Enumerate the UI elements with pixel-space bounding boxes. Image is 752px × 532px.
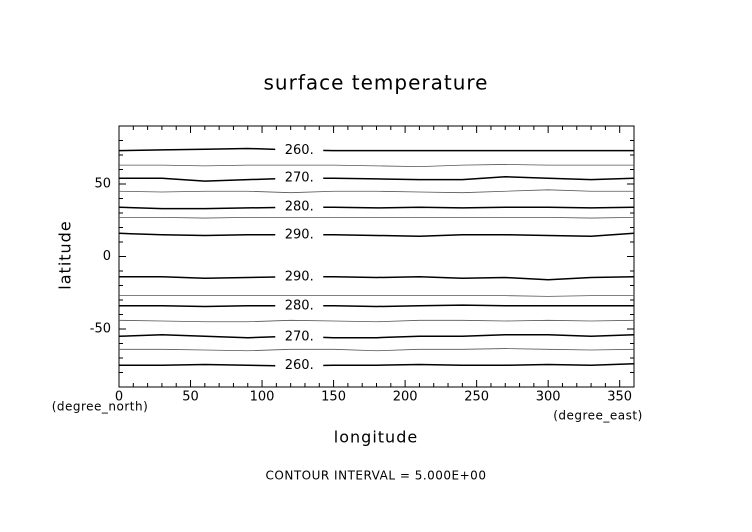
contour-label: 260. — [285, 143, 314, 158]
contour-line — [118, 319, 635, 323]
x-tick-label: 300 — [536, 390, 561, 405]
contour-line — [119, 276, 635, 281]
contour-line — [119, 348, 635, 352]
footer: CONTOUR INTERVAL = 5.000E+00 — [266, 469, 487, 483]
contour-label: 280. — [285, 298, 314, 313]
contour-line — [119, 363, 635, 367]
contour-label: 290. — [285, 269, 314, 284]
contour-line — [118, 232, 635, 237]
x-unit: (degree_east) — [553, 409, 643, 423]
contour-label-bg — [275, 227, 324, 242]
contour-line — [119, 295, 634, 297]
contour-label: 270. — [285, 329, 314, 344]
contour-line — [119, 164, 634, 168]
x-tick-label: 0 — [115, 390, 123, 405]
y-axis-label: latitude — [56, 220, 75, 289]
contour-label-bg — [275, 171, 324, 186]
contour-label-bg — [275, 200, 324, 215]
y-tick-label: -50 — [90, 322, 111, 337]
x-tick-label: 100 — [250, 390, 275, 405]
x-tick-label: 50 — [182, 390, 199, 405]
x-tick-label: 350 — [607, 390, 632, 405]
contour-label: 290. — [285, 227, 314, 242]
contour-label-bg — [275, 298, 324, 313]
x-tick-label: 250 — [464, 390, 489, 405]
x-axis-label: longitude — [334, 428, 418, 447]
contour-label-bg — [275, 329, 324, 344]
y-tick-label: 0 — [103, 249, 111, 264]
contour-line — [118, 334, 635, 339]
x-tick-label: 200 — [393, 390, 418, 405]
contour-label-bg — [275, 358, 324, 373]
contour-line — [118, 147, 634, 152]
chart-title: surface temperature — [264, 71, 489, 95]
contour-label: 270. — [285, 171, 314, 186]
contour-line — [119, 304, 634, 308]
contour-label-bg — [275, 269, 324, 284]
contour-line — [119, 216, 635, 219]
y-tick-label: 50 — [94, 177, 111, 192]
x-tick-label: 150 — [321, 390, 346, 405]
contour-label: 260. — [285, 358, 314, 373]
contour-line — [119, 175, 635, 182]
y-unit: (degree_north) — [52, 400, 149, 414]
contour-label: 280. — [285, 200, 314, 215]
contour-label-bg — [275, 143, 324, 158]
contour-line — [118, 189, 634, 194]
contour-line — [118, 206, 635, 210]
